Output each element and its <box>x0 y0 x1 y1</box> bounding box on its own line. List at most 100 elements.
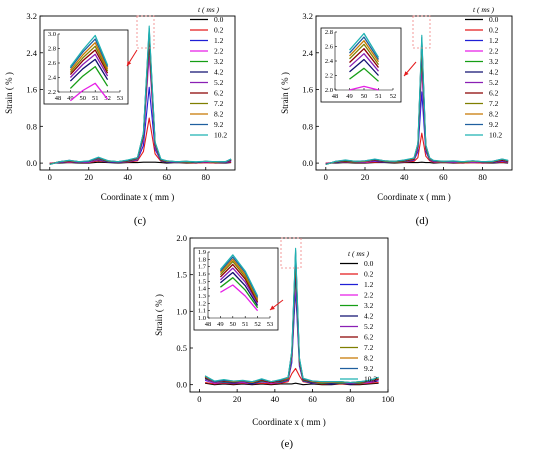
inset-series-line-6.2 <box>349 48 380 68</box>
inset-y-tick-label: 2.0 <box>325 87 333 94</box>
inset-x-tick-label: 52 <box>390 93 397 100</box>
y-tick-label: 0.0 <box>26 158 37 168</box>
inset-series-line-6.2 <box>69 49 109 76</box>
legend-label-9.2: 9.2 <box>364 364 374 373</box>
inset-series-line-7.2 <box>219 260 259 301</box>
inset-plot: 48 49 50 51 52 2.0 2.2 2.4 2.6 2.8 <box>325 29 396 100</box>
y-tick-label: 0.8 <box>302 121 313 131</box>
legend-label-8.2: 8.2 <box>364 354 374 363</box>
inset-series-line-8.2 <box>349 40 380 63</box>
inset-series-line-4.2 <box>219 271 259 306</box>
legend-label-6.2: 6.2 <box>364 333 374 342</box>
x-axis-title: Coordinate x ( mm ) <box>252 417 326 427</box>
inset-x-tick-label: 51 <box>92 95 99 102</box>
x-tick-label: 60 <box>163 172 172 182</box>
inset-series-line-10.2 <box>69 34 109 67</box>
inset-series-line-2.2 <box>69 82 109 102</box>
legend-label-1.2: 1.2 <box>489 36 499 45</box>
inset-y-tick-label: 2.8 <box>325 29 333 36</box>
inset-plot: 48 49 50 51 52 53 1.01.11.21.31.41.51.61.71.81… <box>198 249 273 328</box>
y-tick-label: 3.2 <box>26 11 37 21</box>
inset-x-tick-label: 48 <box>55 95 62 102</box>
legend-label-7.2: 7.2 <box>214 99 224 108</box>
x-tick-label: 60 <box>308 394 317 404</box>
y-tick-label: 1.6 <box>302 85 313 95</box>
inset-series-line-7.2 <box>69 45 109 73</box>
inset-series-line-9.2 <box>349 36 380 60</box>
y-tick-label: 2.4 <box>26 48 37 58</box>
legend-label-0.0: 0.0 <box>489 15 499 24</box>
y-tick-label: 1.5 <box>176 270 187 280</box>
peak-highlight-box <box>136 15 155 49</box>
y-axis-title: Strain ( % ) <box>4 72 14 114</box>
x-tick-label: 80 <box>202 172 211 182</box>
legend-label-7.2: 7.2 <box>364 343 374 352</box>
x-tick-label: 40 <box>271 394 280 404</box>
y-tick-label: 0.0 <box>176 380 187 390</box>
x-tick-label: 60 <box>439 172 448 182</box>
inset-series-line-8.2 <box>69 42 109 71</box>
x-axis-title: Coordinate x ( mm ) <box>377 192 451 202</box>
y-tick-label: 3.2 <box>302 11 313 21</box>
inset-series-line-2.2 <box>349 85 379 91</box>
panel-label: (e) <box>281 438 294 450</box>
x-tick-label: 40 <box>400 172 409 182</box>
inset-plot: 48 49 50 51 52 532.22.42.62.83.0 <box>48 31 123 102</box>
legend-title: t ( ms ) <box>348 249 370 258</box>
inset-x-tick-label: 48 <box>205 321 212 328</box>
inset-y-tick-label: 1.1 <box>198 308 206 315</box>
y-tick-label: 0.5 <box>176 343 187 353</box>
inset-y-tick-label: 1.6 <box>198 271 207 278</box>
inset-y-tick-label: 1.2 <box>198 300 206 307</box>
inset-x-tick-label: 48 <box>332 93 339 100</box>
x-tick-label: 0 <box>48 172 52 182</box>
panel-label: (d) <box>416 215 429 227</box>
inset-x-tick-label: 52 <box>254 321 261 328</box>
x-tick-label: 40 <box>124 172 133 182</box>
legend-label-0.2: 0.2 <box>214 26 224 35</box>
legend-label-5.2: 5.2 <box>364 322 374 331</box>
legend-label-3.2: 3.2 <box>489 57 499 66</box>
inset-y-tick-label: 1.3 <box>198 293 206 300</box>
inset-x-tick-label: 49 <box>67 95 74 102</box>
y-axis-title: Strain ( % ) <box>154 294 164 336</box>
chart-panel-e: 0 20 40 60 80 100 0.0 0.5 1.0 1.5 2.0 Coordinate x … <box>154 233 394 450</box>
inset-y-tick-label: 1.8 <box>198 256 206 263</box>
y-tick-label: 0.0 <box>302 158 313 168</box>
inset-arrowhead <box>127 61 132 66</box>
legend-label-2.2: 2.2 <box>214 47 224 56</box>
inset-y-tick-label: 1.5 <box>198 278 206 285</box>
inset-y-tick-label: 2.4 <box>48 75 57 82</box>
legend-label-10.2: 10.2 <box>364 375 377 384</box>
inset-series-line-5.2 <box>219 267 259 304</box>
x-axis-title: Coordinate x ( mm ) <box>101 192 175 202</box>
x-tick-label: 20 <box>361 172 370 182</box>
y-tick-label: 0.8 <box>26 121 37 131</box>
legend-label-10.2: 10.2 <box>489 131 502 140</box>
legend-label-6.2: 6.2 <box>214 89 224 98</box>
inset-y-tick-label: 2.6 <box>325 44 334 51</box>
x-tick-label: 20 <box>85 172 94 182</box>
legend-label-0.2: 0.2 <box>364 270 374 279</box>
inset-series-line-10.2 <box>349 32 380 58</box>
legend-label-9.2: 9.2 <box>214 120 224 129</box>
inset-y-tick-label: 1.0 <box>198 315 206 322</box>
legend-label-0.0: 0.0 <box>364 259 374 268</box>
chart-panel-c: 0 20 40 60 80 0.0 0.8 1.6 2.4 3.2 Coordinate x ( m… <box>4 5 236 227</box>
inset-x-tick-label: 53 <box>267 321 274 328</box>
inset-y-tick-label: 1.9 <box>198 249 206 256</box>
inset-series-line-2.2 <box>220 284 259 312</box>
y-tick-label: 2.0 <box>176 233 187 243</box>
inset-x-tick-label: 50 <box>80 95 87 102</box>
x-tick-label: 80 <box>346 394 355 404</box>
series-line-10.2 <box>325 34 509 166</box>
inset-x-tick-label: 51 <box>242 321 249 328</box>
legend-title: t ( ms ) <box>198 5 220 14</box>
inset-series-line-3.2 <box>220 277 259 309</box>
legend-label-4.2: 4.2 <box>364 312 374 321</box>
x-tick-label: 100 <box>382 394 395 404</box>
inset-series-line-5.2 <box>69 53 109 78</box>
y-tick-label: 1.6 <box>26 85 37 95</box>
x-tick-label: 80 <box>478 172 487 182</box>
inset-series-line-4.2 <box>69 58 109 82</box>
